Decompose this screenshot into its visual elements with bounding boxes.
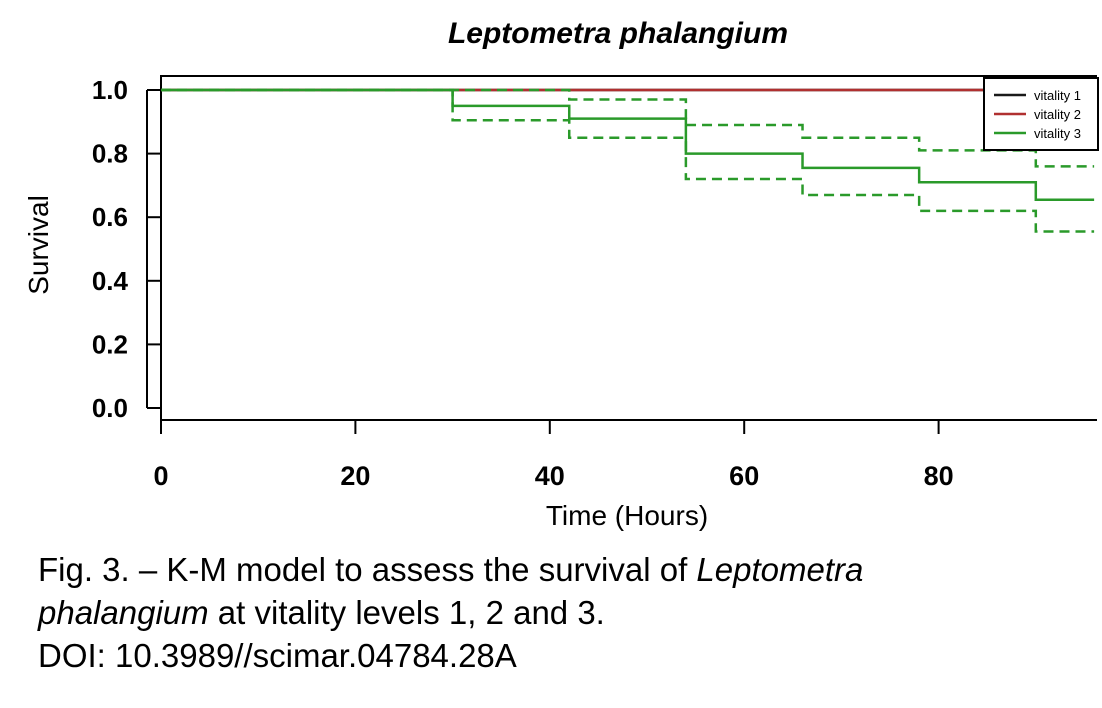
x-tick-label: 80	[924, 461, 954, 491]
caption-text: Fig. 3. – K-M model to assess the surviv…	[38, 551, 697, 588]
y-tick-label: 0.0	[92, 393, 128, 423]
plot-frame	[160, 75, 1097, 421]
x-tick-label: 20	[340, 461, 370, 491]
caption-species-genus: Leptometra	[696, 551, 864, 588]
km-survival-chart: Leptometra phalangium 0 20 40 60 80 0.0 0.2 0.4…	[23, 17, 1099, 531]
caption-doi: DOI: 10.3989//scimar.04784.28A	[38, 637, 517, 674]
x-tick-label: 0	[153, 461, 168, 491]
x-axis-label: Time (Hours)	[546, 500, 708, 531]
x-tick-label: 60	[729, 461, 759, 491]
caption-text: at vitality levels 1, 2 and 3.	[208, 594, 605, 631]
survival-curve	[161, 88, 1095, 201]
caption-line-1: Fig. 3. – K-M model to assess the surviv…	[38, 548, 1078, 591]
y-tick-label: 0.6	[92, 202, 128, 232]
series-group	[161, 88, 1095, 233]
caption-species-epithet: phalangium	[38, 594, 209, 631]
legend-label: vitality 3	[1034, 126, 1081, 141]
legend-label: vitality 2	[1034, 107, 1081, 122]
y-tick-label: 0.2	[92, 329, 128, 359]
y-tick-label: 0.8	[92, 139, 128, 169]
figure-caption: Fig. 3. – K-M model to assess the surviv…	[38, 548, 1078, 677]
confidence-band-line	[161, 88, 1095, 233]
caption-line-2: phalangium at vitality levels 1, 2 and 3…	[38, 591, 1078, 634]
y-axis-label: Survival	[23, 195, 54, 295]
chart-title: Leptometra phalangium	[448, 17, 788, 50]
y-tick-label: 0.4	[92, 266, 129, 296]
y-tick-label: 1.0	[92, 75, 128, 105]
x-tick-label: 40	[535, 461, 565, 491]
confidence-band-line	[161, 88, 1095, 168]
legend-label: vitality 1	[1034, 88, 1081, 103]
plot-area: 0 20 40 60 80 0.0 0.2 0.4 0.6 0.8 1.0 vitality 1 vit…	[92, 75, 1099, 491]
